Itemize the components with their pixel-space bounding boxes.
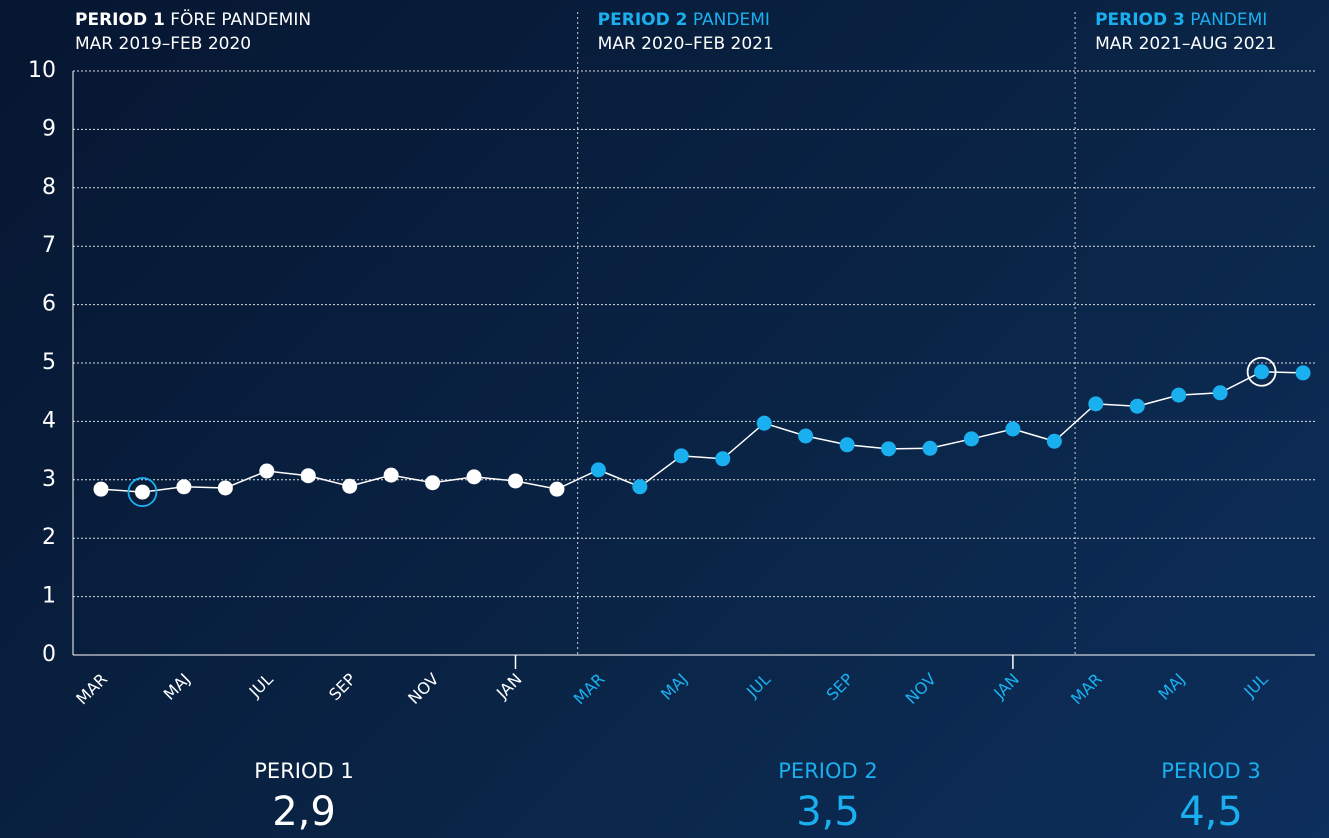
y-tick-label: 6 [42, 292, 56, 317]
point [1088, 396, 1104, 412]
x-tick-label: JAN [989, 670, 1022, 703]
highlight-ring [127, 477, 158, 507]
x-tick-label: MAJ [160, 670, 194, 704]
x-tick-label: JAN [492, 670, 525, 703]
point [756, 415, 772, 431]
point [383, 467, 399, 483]
period-title: PERIOD 3 [1095, 10, 1185, 30]
x-tick-label: MAR [1067, 670, 1106, 709]
point [673, 448, 689, 464]
y-tick-label: 8 [42, 175, 56, 200]
point [881, 441, 897, 457]
point [300, 468, 316, 484]
point [549, 481, 565, 497]
x-tick-label: JUL [245, 670, 277, 702]
y-tick-label: 0 [42, 642, 56, 667]
period-header: PERIOD 3 PANDEMI [1095, 10, 1267, 30]
point [93, 481, 109, 497]
point [715, 451, 731, 467]
period-title: PERIOD 2 [598, 10, 688, 30]
point [508, 473, 523, 489]
point [466, 469, 482, 485]
summary-value: 4,5 [1179, 789, 1243, 835]
x-tick-label: SEP [823, 669, 858, 704]
x-tick-label: MAJ [657, 670, 691, 704]
point [1046, 433, 1062, 449]
point [259, 463, 275, 479]
x-tick-label: MAR [570, 670, 609, 709]
point [134, 484, 150, 500]
y-tick-label: 5 [42, 350, 56, 375]
period-subtitle: PANDEMI [693, 10, 770, 30]
y-tick-label: 7 [42, 233, 56, 258]
point [1295, 365, 1311, 381]
y-tick-label: 1 [42, 584, 56, 609]
point [922, 440, 938, 456]
summary-value: 3,5 [796, 789, 860, 835]
x-tick-label: NOV [404, 670, 442, 708]
y-tick-label: 9 [42, 116, 56, 141]
period-subtitle: PANDEMI [1190, 10, 1267, 30]
point [632, 479, 648, 495]
point [425, 475, 441, 491]
x-tick-label: SEP [325, 669, 360, 704]
point [1254, 364, 1270, 380]
summary-label: PERIOD 1 [254, 759, 353, 783]
line [100, 371, 1304, 493]
y-tick-label: 3 [42, 467, 56, 492]
point [1005, 421, 1021, 437]
point [798, 428, 814, 444]
x-tick-label: MAR [72, 670, 111, 709]
x-tick-label: JUL [742, 670, 774, 702]
point [1129, 398, 1145, 414]
point [590, 462, 606, 478]
point [963, 431, 979, 447]
point [217, 480, 233, 496]
summary-value: 2,9 [272, 789, 336, 835]
summary-label: PERIOD 2 [778, 759, 877, 783]
y-tick-label: 2 [42, 525, 56, 550]
period-title: PERIOD 1 [75, 10, 165, 30]
y-tick-label: 10 [28, 58, 56, 83]
x-tick-label: MAJ [1154, 670, 1188, 704]
x-tick-label: NOV [902, 670, 940, 708]
period-header: PERIOD 2 PANDEMI [598, 10, 770, 30]
highlight-ring [1246, 356, 1277, 387]
period-subtitle: FÖRE PANDEMIN [170, 8, 311, 30]
y-tick-label: 4 [42, 408, 56, 433]
point [1171, 387, 1187, 403]
point [176, 479, 192, 495]
period-dates: MAR 2020–FEB 2021 [598, 34, 774, 54]
period-dates: MAR 2021–AUG 2021 [1095, 34, 1276, 54]
point [839, 437, 855, 453]
period-dates: MAR 2019–FEB 2020 [75, 34, 251, 54]
x-tick-label: JUL [1240, 670, 1272, 702]
period-header: PERIOD 1 FÖRE PANDEMIN [75, 8, 311, 30]
point [342, 478, 358, 494]
point [1212, 385, 1228, 401]
summary-label: PERIOD 3 [1161, 759, 1260, 783]
